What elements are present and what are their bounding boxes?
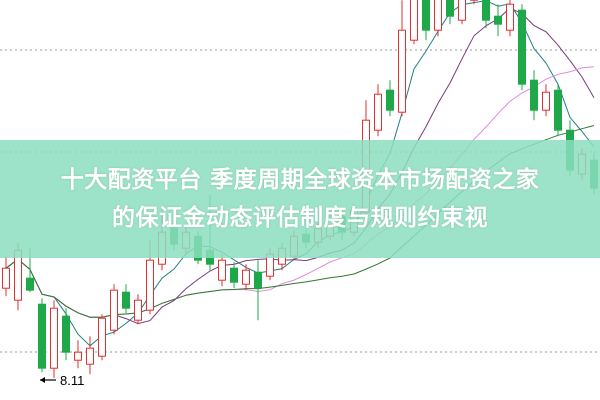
candle	[86, 336, 94, 375]
candle	[494, 4, 502, 37]
candle-body	[446, 0, 454, 17]
candle	[542, 84, 550, 117]
candle-body	[230, 267, 238, 283]
title-line-1: 十大配资平台 季度周期全球资本市场配资之家	[60, 167, 540, 193]
candle	[398, 0, 406, 117]
candle-body	[530, 79, 538, 111]
candle-body	[98, 317, 106, 357]
candle-body	[410, 0, 418, 41]
candle-body	[86, 347, 94, 365]
candle	[38, 298, 46, 373]
candle	[50, 300, 58, 378]
candle	[134, 294, 142, 325]
candle	[422, 0, 430, 41]
candle	[554, 84, 562, 137]
candle	[254, 260, 262, 321]
candle-body	[74, 351, 82, 361]
candle-body	[110, 289, 118, 331]
low-arrow-icon	[40, 377, 45, 383]
candle	[230, 262, 238, 289]
candle-body	[146, 259, 154, 311]
candle-body	[458, 0, 466, 21]
candle-body	[242, 269, 250, 285]
candle	[434, 0, 442, 37]
candle	[98, 314, 106, 361]
candle-body	[482, 0, 490, 21]
candle-body	[50, 307, 58, 369]
candle	[242, 264, 250, 291]
title-line-2: 的保证金动态评估制度与规则约束视	[112, 205, 488, 231]
title-banner: 十大配资平台 季度周期全球资本市场配资之家 的保证金动态评估制度与规则约束视	[0, 140, 600, 258]
candle	[122, 284, 130, 315]
candle	[374, 84, 382, 137]
candle	[2, 256, 10, 297]
candle	[62, 308, 70, 361]
candle	[74, 340, 82, 369]
candle	[518, 4, 526, 91]
candle-body	[554, 89, 562, 131]
candle-body	[122, 291, 130, 309]
candle-body	[386, 89, 394, 111]
candle-body	[434, 0, 442, 31]
candle	[482, 0, 490, 29]
candle	[218, 254, 226, 287]
candle	[446, 0, 454, 25]
candle-body	[398, 29, 406, 113]
candle-body	[26, 277, 34, 291]
candle-body	[2, 267, 10, 289]
candle-body	[38, 303, 46, 369]
candle	[386, 80, 394, 117]
candle-body	[134, 299, 142, 321]
candle-body	[542, 91, 550, 111]
candle-body	[374, 93, 382, 131]
candle	[410, 0, 418, 45]
candle-body	[62, 315, 70, 353]
candle	[506, 0, 514, 37]
candle-body	[254, 271, 262, 289]
candle	[530, 70, 538, 121]
candle	[110, 284, 118, 335]
low-price-label: 8.11	[60, 373, 84, 388]
candle-body	[518, 9, 526, 85]
candle-body	[218, 259, 226, 281]
candle	[470, 0, 478, 5]
candle-body	[506, 3, 514, 31]
candle	[458, 0, 466, 25]
candle-body	[494, 15, 502, 25]
candle-body	[422, 0, 430, 31]
